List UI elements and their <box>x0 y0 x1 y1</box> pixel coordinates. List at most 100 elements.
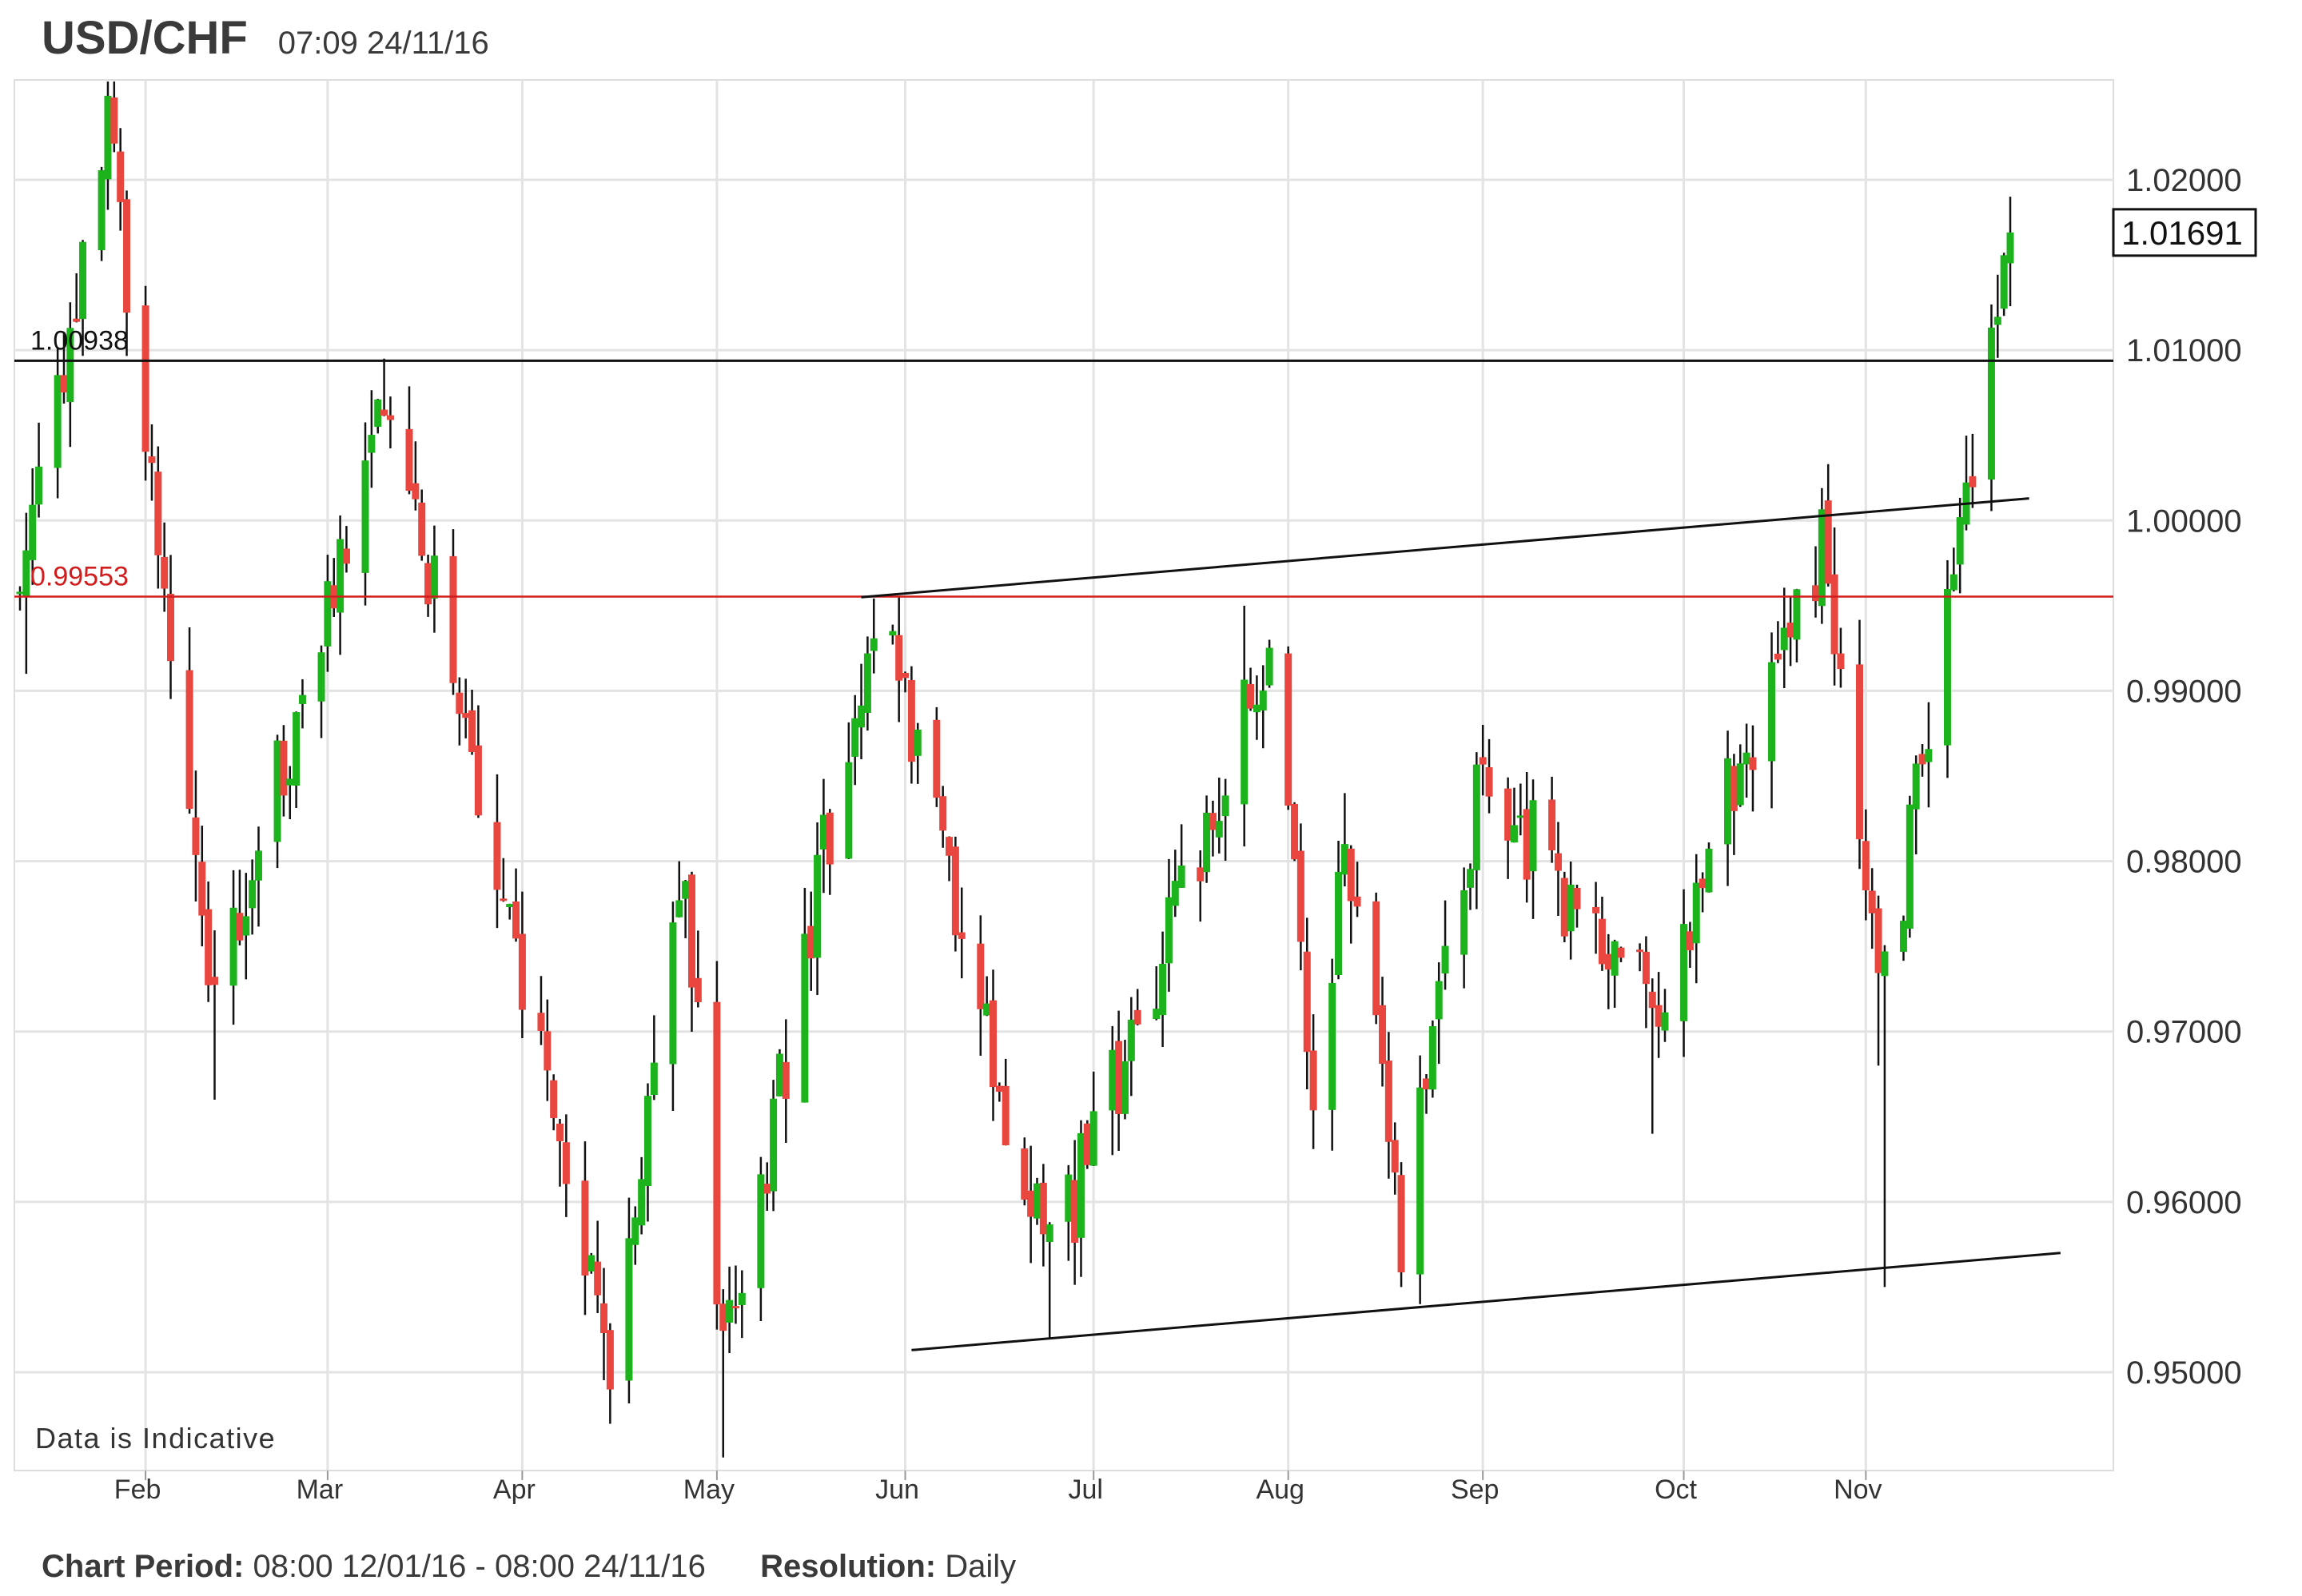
candle-up <box>1993 316 2001 325</box>
candle-down <box>933 719 941 798</box>
candle-up <box>1529 800 1537 872</box>
candle-up <box>54 375 62 468</box>
candle-up <box>1567 884 1575 932</box>
candle-up <box>286 778 294 786</box>
candle-down <box>1002 1085 1010 1146</box>
candle-up <box>104 95 112 180</box>
candle-down <box>449 555 457 683</box>
candle-up <box>1881 951 1889 977</box>
candle-up <box>298 695 306 704</box>
candle-up <box>1466 869 1474 888</box>
candle-up <box>1780 627 1788 651</box>
y-tick-label: 0.97000 <box>2126 1015 2242 1050</box>
candle-down <box>474 745 482 816</box>
chart-footer: Chart Period: 08:00 12/01/16 - 08:00 24/… <box>42 1549 1016 1585</box>
candle-up <box>1416 1087 1424 1275</box>
candle-up <box>1925 749 1933 762</box>
candle-up <box>845 762 853 859</box>
candle-up <box>1089 1111 1097 1166</box>
candle-down <box>1133 1009 1141 1025</box>
candle-down <box>386 415 394 420</box>
candle-up <box>858 705 866 728</box>
candle-up <box>801 933 809 1103</box>
candle-down <box>719 1303 727 1331</box>
candle-up <box>16 591 24 595</box>
candle-up <box>1906 804 1914 929</box>
candle-down <box>211 977 219 985</box>
candle-up <box>1109 1049 1117 1111</box>
x-tick-label: Nov <box>1834 1475 1882 1505</box>
candle-down <box>995 1085 1003 1093</box>
candle-up <box>863 653 871 713</box>
resolution-label: Resolution: <box>760 1549 937 1584</box>
candle-down <box>1554 853 1562 871</box>
candle-up <box>1203 812 1211 873</box>
candle-up <box>66 328 74 403</box>
candle-down <box>763 1184 771 1194</box>
x-tick-label: Aug <box>1256 1475 1304 1505</box>
symbol-title: USD/CHF <box>42 12 248 64</box>
candle-down <box>141 305 149 452</box>
candle-down <box>556 1123 564 1142</box>
y-tick-label: 1.00000 <box>2126 503 2242 539</box>
candle-up <box>1265 647 1273 686</box>
candle-up <box>1510 825 1518 843</box>
candle-down <box>1391 1140 1399 1173</box>
candle-down <box>1296 850 1304 942</box>
candle-down <box>694 977 702 1002</box>
x-tick-label: Jul <box>1068 1475 1102 1505</box>
candle-up <box>1661 1012 1669 1031</box>
candle-up <box>2006 232 2014 264</box>
candle-up <box>1077 1132 1085 1238</box>
candle-down <box>1039 1182 1047 1235</box>
candle-down <box>1699 878 1707 889</box>
candle-up <box>675 900 683 917</box>
candle-up <box>650 1062 658 1096</box>
candle-down <box>1071 1180 1079 1244</box>
x-tick-label: Oct <box>1655 1475 1697 1505</box>
candle-down <box>1617 947 1625 958</box>
candle-up <box>22 550 30 597</box>
candle-down <box>544 1031 552 1071</box>
candle-up <box>1259 691 1267 710</box>
candles <box>16 82 2014 1458</box>
candle-up <box>1328 982 1336 1110</box>
candle-up <box>1045 1224 1053 1243</box>
candle-up <box>1153 1009 1161 1020</box>
candle-up <box>1335 871 1343 976</box>
candle-up <box>631 1217 639 1245</box>
candle-up <box>1215 821 1223 838</box>
candle-down <box>512 901 520 939</box>
candle-up <box>738 1292 746 1305</box>
candle-down <box>185 670 193 810</box>
candle-up <box>625 1238 633 1381</box>
candle-down <box>1598 918 1606 965</box>
candle-down <box>1115 1041 1123 1114</box>
candle-down <box>1523 809 1531 880</box>
trendline <box>861 497 2029 599</box>
candle-down <box>1353 896 1361 907</box>
candle-up <box>1899 921 1907 952</box>
candle-up <box>337 539 345 613</box>
resolution-value: Daily <box>945 1549 1017 1584</box>
x-tick-label: Jun <box>875 1475 919 1505</box>
candle-down <box>123 199 131 313</box>
candle-down <box>518 933 526 1010</box>
candle-up <box>1943 588 1951 746</box>
candle-down <box>1918 754 1926 765</box>
candle-up <box>1472 764 1480 870</box>
candle-down <box>418 502 426 556</box>
candle-up <box>229 907 237 986</box>
candle-down <box>167 594 175 662</box>
horizontal-level-label: 1.00938 <box>30 325 129 356</box>
x-tick-label: Apr <box>493 1475 536 1505</box>
candle-up <box>1241 679 1249 805</box>
candle-down <box>1479 757 1487 765</box>
candle-up <box>587 1255 595 1272</box>
candle-up <box>1736 763 1744 806</box>
candle-up <box>374 399 382 428</box>
candle-up <box>317 652 325 702</box>
candle-up <box>1121 1061 1129 1114</box>
candle-up <box>1177 865 1185 888</box>
candle-up <box>914 729 922 756</box>
